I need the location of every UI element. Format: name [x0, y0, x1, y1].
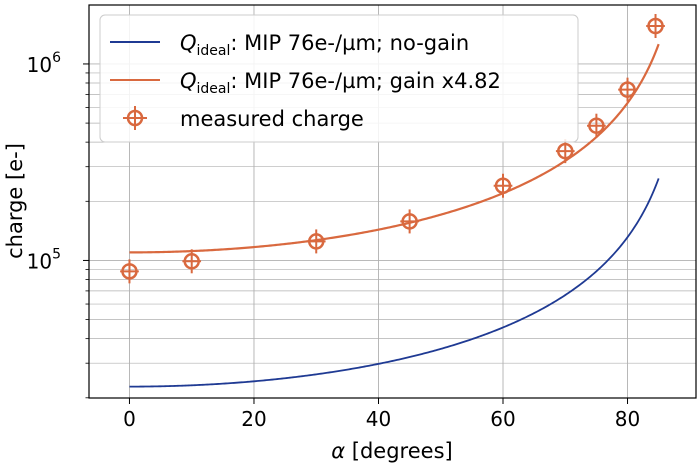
- legend-label-no-gain: Qideal: MIP 76e-/µm; no-gain: [180, 31, 469, 59]
- legend-marker-measured: [123, 106, 147, 130]
- legend-label-gain: Qideal: MIP 76e-/µm; gain x4.82: [180, 69, 501, 97]
- data-point: [120, 259, 139, 284]
- data-point: [646, 14, 665, 39]
- series-line-0: [129, 178, 660, 388]
- legend-label-measured: measured charge: [180, 107, 364, 131]
- y-tick-label: 106: [27, 50, 61, 77]
- data-point: [400, 209, 419, 234]
- x-tick-label: 60: [490, 407, 515, 431]
- x-tick-label: 0: [123, 407, 136, 431]
- series-layer: [120, 14, 665, 388]
- data-point: [493, 173, 513, 198]
- data-point: [555, 139, 575, 164]
- data-point: [182, 249, 202, 274]
- data-point: [587, 113, 606, 138]
- y-axis-title: charge [e-]: [3, 143, 27, 259]
- x-tick-label: 20: [241, 407, 266, 431]
- y-tick-label: 105: [27, 246, 61, 273]
- x-tick-label: 80: [615, 407, 640, 431]
- data-point: [618, 77, 637, 102]
- legend: Qideal: MIP 76e-/µm; no-gain Qideal: MIP…: [99, 14, 579, 143]
- data-point: [306, 229, 326, 254]
- x-tick-label: 40: [366, 407, 391, 431]
- legend-box: [99, 14, 579, 143]
- ticks: 0 20 40 60 80 105 106: [27, 50, 641, 431]
- x-axis-title: α [degrees]: [331, 439, 452, 463]
